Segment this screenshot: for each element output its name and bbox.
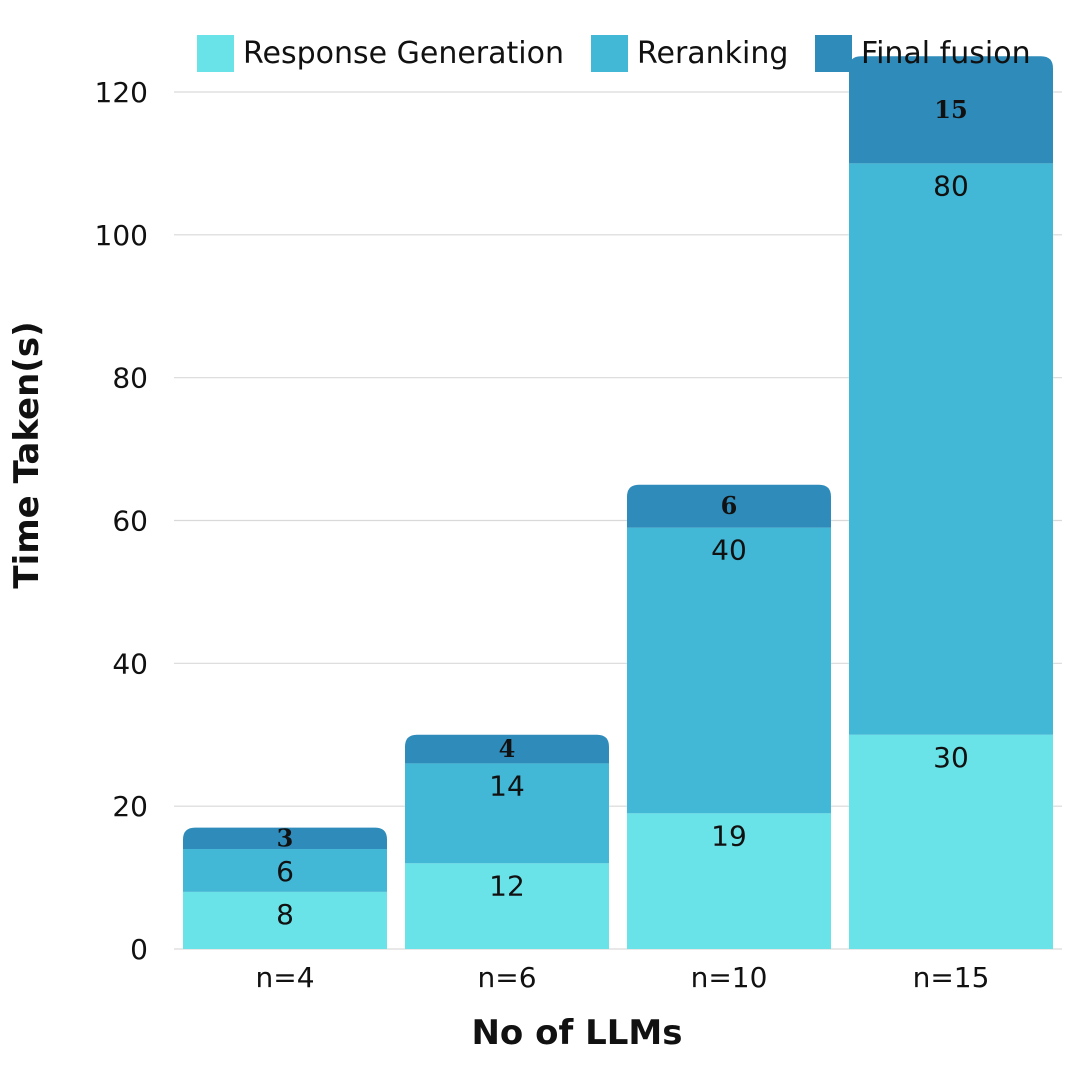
bar-reranking-n=10	[627, 527, 831, 814]
bar-reranking-n=6	[405, 763, 609, 864]
x-axis-ticks: n=4 n=6 n=10 n=15	[255, 961, 989, 994]
legend-label: Final fusion	[861, 36, 1031, 71]
y-tick-label: 40	[112, 647, 148, 680]
y-axis-ticks: 0 20 40 60 80 100 120	[95, 76, 148, 966]
data-label: 30	[933, 741, 969, 774]
bar-reranking-n=4	[183, 849, 387, 892]
legend-label: Reranking	[637, 36, 788, 71]
data-label: 14	[489, 769, 525, 802]
x-tick-label: n=6	[477, 961, 536, 994]
bar-final-fusion-n=4	[183, 827, 387, 850]
x-tick-label: n=10	[691, 961, 768, 994]
y-tick-label: 100	[95, 219, 148, 252]
data-label: 8	[276, 898, 294, 931]
data-label: 6	[276, 855, 294, 888]
data-label: 3	[277, 823, 294, 852]
gridlines	[174, 91, 1062, 950]
data-label: 40	[711, 534, 747, 567]
legend-swatch	[591, 35, 628, 72]
legend-swatch	[197, 35, 234, 72]
y-axis-title: Time Taken(s)	[7, 321, 47, 588]
x-tick-label: n=4	[255, 961, 314, 994]
data-label: 80	[933, 169, 969, 202]
y-tick-label: 60	[112, 505, 148, 538]
data-label: 19	[711, 819, 747, 852]
data-label: 15	[934, 95, 967, 124]
bar-final-fusion-n=10	[627, 484, 831, 528]
bar-final-fusion-n=15	[849, 56, 1053, 164]
y-tick-label: 20	[112, 790, 148, 823]
legend-swatch	[815, 35, 852, 72]
bar-response-generation-n=6	[405, 863, 609, 949]
data-labels: 8 6 3 12 14 4 19 40 6 30 80 15	[276, 95, 969, 931]
data-label: 4	[499, 734, 516, 763]
bars	[183, 56, 1053, 949]
bar-response-generation-n=10	[627, 813, 831, 949]
data-label: 6	[721, 491, 738, 520]
bar-response-generation-n=4	[183, 891, 387, 949]
x-tick-label: n=15	[913, 961, 990, 994]
legend-label: Response Generation	[243, 36, 564, 71]
bar-final-fusion-n=6	[405, 734, 609, 764]
data-label: 12	[489, 869, 525, 902]
bar-response-generation-n=15	[849, 734, 1053, 949]
y-tick-label: 120	[95, 76, 148, 109]
bar-reranking-n=15	[849, 163, 1053, 735]
y-tick-label: 80	[112, 362, 148, 395]
y-tick-label: 0	[130, 933, 148, 966]
x-axis-title: No of LLMs	[471, 1013, 682, 1053]
legend: Response Generation Reranking Final fusion	[197, 35, 1031, 72]
